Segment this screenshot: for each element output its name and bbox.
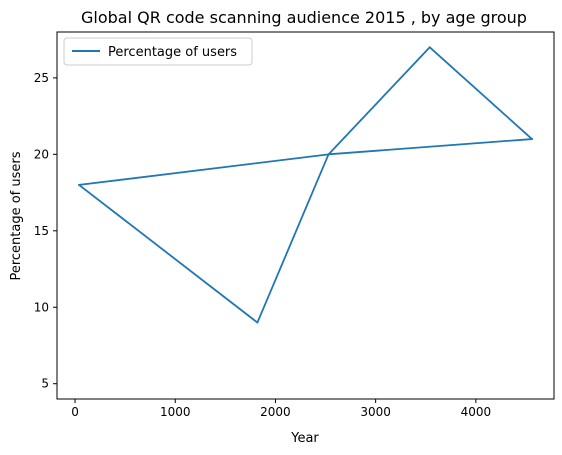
series-layer (78, 46, 533, 324)
data-point (327, 153, 330, 156)
x-tick-label: 1000 (160, 405, 191, 419)
legend-box (63, 37, 253, 66)
y-tick-label: 15 (34, 224, 49, 238)
y-tick-label: 20 (34, 147, 49, 161)
x-tick-label: 2000 (260, 405, 291, 419)
x-tick-label: 3000 (360, 405, 391, 419)
y-axis: 5 10 15 20 25 (34, 71, 57, 391)
y-axis-label: Percentage of users (9, 151, 24, 280)
data-point (428, 46, 431, 49)
x-tick-label: 4000 (461, 405, 492, 419)
series-line-0 (78, 46, 533, 324)
y-tick-label: 10 (34, 300, 49, 314)
data-point (78, 183, 81, 186)
y-tick-label: 25 (34, 71, 49, 85)
data-point (530, 138, 533, 141)
chart-title: Global QR code scanning audience 2015 , … (81, 8, 527, 27)
x-axis: 0 1000 2000 3000 4000 (71, 399, 491, 419)
plot-area (56, 31, 555, 400)
y-tick-label: 5 (41, 377, 49, 391)
x-axis-label: Year (290, 431, 319, 446)
legend: Percentage of users (63, 37, 253, 66)
legend-label: Percentage of users (108, 45, 237, 60)
data-point (256, 321, 259, 324)
x-tick-label: 0 (71, 405, 79, 419)
